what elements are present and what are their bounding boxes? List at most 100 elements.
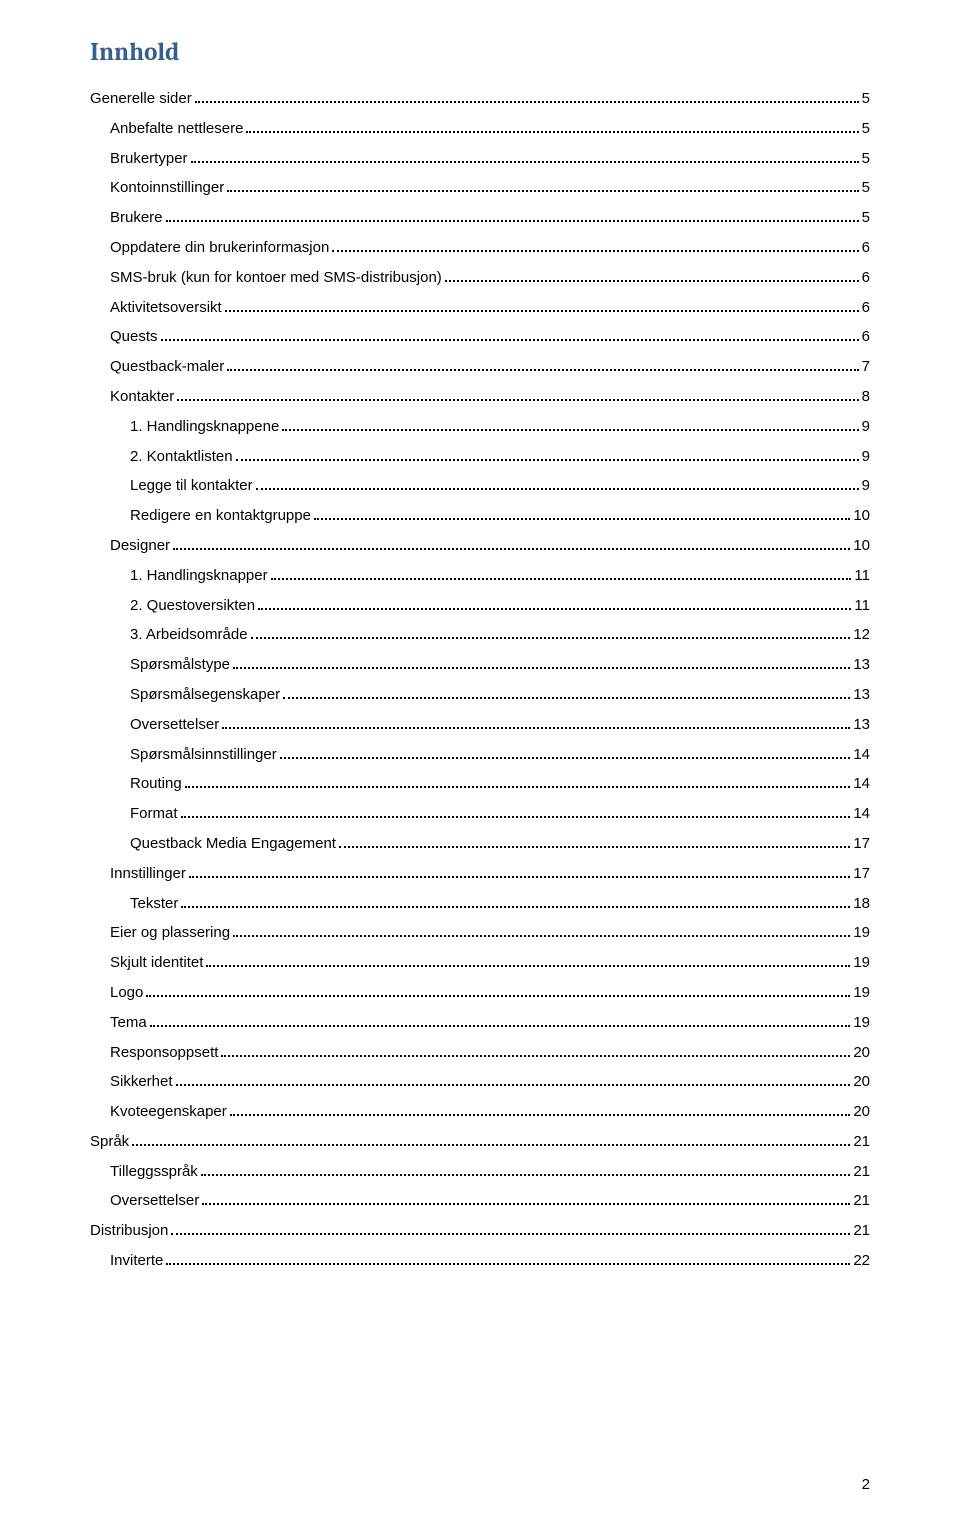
toc-leader-dots — [271, 569, 852, 580]
toc-entry[interactable]: Språk21 — [90, 1134, 870, 1149]
toc-entry[interactable]: Designer10 — [90, 538, 870, 553]
toc-entry-page: 9 — [862, 449, 870, 464]
toc-entry-label: Kontoinnstillinger — [110, 180, 224, 195]
toc-leader-dots — [202, 1194, 850, 1205]
toc-entry[interactable]: Oppdatere din brukerinformasjon6 — [90, 240, 870, 255]
toc-entry-label: Generelle sider — [90, 91, 192, 106]
toc-entry[interactable]: Distribusjon21 — [90, 1223, 870, 1238]
toc-entry[interactable]: 1. Handlingsknapper 11 — [90, 568, 870, 583]
toc-entry[interactable]: Questback-maler7 — [90, 359, 870, 374]
toc-entry[interactable]: Kvoteegenskaper 20 — [90, 1104, 870, 1119]
toc-leader-dots — [256, 479, 859, 490]
toc-entry-page: 18 — [853, 896, 870, 911]
toc-entry[interactable]: Inviterte22 — [90, 1253, 870, 1268]
toc-entry[interactable]: Oversettelser13 — [90, 717, 870, 732]
toc-entry-page: 11 — [854, 568, 870, 583]
toc-entry-label: SMS-bruk (kun for kontoer med SMS-distri… — [110, 270, 442, 285]
toc-entry[interactable]: Format14 — [90, 806, 870, 821]
toc-entry[interactable]: Kontakter8 — [90, 389, 870, 404]
toc-entry[interactable]: Logo19 — [90, 985, 870, 1000]
toc-leader-dots — [166, 1254, 850, 1265]
toc-leader-dots — [225, 300, 859, 311]
toc-leader-dots — [181, 807, 851, 818]
toc-entry-label: 1. Handlingsknapper — [130, 568, 268, 583]
toc-leader-dots — [221, 1045, 850, 1056]
toc-entry-page: 6 — [862, 329, 870, 344]
toc-entry[interactable]: Routing 14 — [90, 776, 870, 791]
toc-entry-page: 14 — [853, 747, 870, 762]
toc-entry[interactable]: 3. Arbeidsområde12 — [90, 627, 870, 642]
toc-entry-label: Eier og plassering — [110, 925, 230, 940]
toc-entry-label: 2. Questoversikten — [130, 598, 255, 613]
toc-entry[interactable]: Innstillinger17 — [90, 866, 870, 881]
toc-entry[interactable]: Aktivitetsoversikt6 — [90, 300, 870, 315]
toc-entry[interactable]: Tema19 — [90, 1015, 870, 1030]
toc-leader-dots — [176, 1075, 851, 1086]
toc-entry[interactable]: 2. Kontaktlisten9 — [90, 449, 870, 464]
toc-entry[interactable]: Questback Media Engagement17 — [90, 836, 870, 851]
toc-entry-page: 7 — [862, 359, 870, 374]
toc-entry-label: Legge til kontakter — [130, 478, 253, 493]
toc-entry[interactable]: Tekster18 — [90, 896, 870, 911]
toc-entry[interactable]: Spørsmålsinnstillinger 14 — [90, 747, 870, 762]
toc-entry-label: Logo — [110, 985, 143, 1000]
toc-entry-label: Sikkerhet — [110, 1074, 173, 1089]
toc-entry-label: Questback Media Engagement — [130, 836, 336, 851]
toc-entry-page: 9 — [862, 478, 870, 493]
toc-entry-page: 17 — [853, 866, 870, 881]
toc-entry-page: 14 — [853, 776, 870, 791]
toc-entry[interactable]: Redigere en kontaktgruppe10 — [90, 508, 870, 523]
toc-entry-label: Routing — [130, 776, 182, 791]
toc-entry-page: 13 — [853, 687, 870, 702]
toc-leader-dots — [195, 92, 859, 103]
toc-entry[interactable]: Oversettelser21 — [90, 1193, 870, 1208]
toc-entry[interactable]: Skjult identitet19 — [90, 955, 870, 970]
toc-entry-page: 21 — [853, 1223, 870, 1238]
toc-entry-label: Oversettelser — [130, 717, 219, 732]
toc-leader-dots — [246, 122, 858, 133]
toc-leader-dots — [132, 1135, 850, 1146]
toc-entry-label: Skjult identitet — [110, 955, 203, 970]
toc-entry-page: 21 — [853, 1134, 870, 1149]
toc-entry-page: 10 — [853, 508, 870, 523]
toc-entry-label: Tilleggsspråk — [110, 1164, 198, 1179]
toc-leader-dots — [185, 777, 851, 788]
toc-leader-dots — [171, 1224, 850, 1235]
toc-leader-dots — [150, 1015, 851, 1026]
toc-entry[interactable]: Tilleggsspråk 21 — [90, 1164, 870, 1179]
toc-entry[interactable]: Eier og plassering 19 — [90, 925, 870, 940]
toc-entry-page: 5 — [862, 91, 870, 106]
toc-entry[interactable]: 2. Questoversikten 11 — [90, 598, 870, 613]
toc-entry[interactable]: Generelle sider 5 — [90, 91, 870, 106]
toc-entry[interactable]: Anbefalte nettlesere5 — [90, 121, 870, 136]
toc-entry[interactable]: Kontoinnstillinger5 — [90, 180, 870, 195]
toc-entry[interactable]: Legge til kontakter 9 — [90, 478, 870, 493]
toc-entry-label: Format — [130, 806, 178, 821]
toc-entry[interactable]: Brukertyper5 — [90, 151, 870, 166]
toc-entry-label: Brukere — [110, 210, 163, 225]
toc-entry-page: 11 — [854, 598, 870, 613]
toc-entry[interactable]: Spørsmålsegenskaper13 — [90, 687, 870, 702]
toc-entry-page: 19 — [853, 925, 870, 940]
toc-entry-page: 12 — [853, 627, 870, 642]
toc-entry[interactable]: Brukere5 — [90, 210, 870, 225]
toc-entry-page: 20 — [853, 1104, 870, 1119]
toc-leader-dots — [339, 837, 850, 848]
toc-leader-dots — [146, 986, 850, 997]
toc-leader-dots — [314, 509, 850, 520]
toc-entry[interactable]: Responsoppsett20 — [90, 1045, 870, 1060]
toc-entry[interactable]: Spørsmålstype13 — [90, 657, 870, 672]
toc-leader-dots — [233, 926, 850, 937]
toc-entry-label: Spørsmålstype — [130, 657, 230, 672]
toc-entry-label: Spørsmålsinnstillinger — [130, 747, 277, 762]
toc-entry-label: Kvoteegenskaper — [110, 1104, 227, 1119]
toc-leader-dots — [191, 151, 859, 162]
toc-entry[interactable]: 1. Handlingsknappene9 — [90, 419, 870, 434]
toc-entry[interactable]: Sikkerhet20 — [90, 1074, 870, 1089]
toc-entry[interactable]: SMS-bruk (kun for kontoer med SMS-distri… — [90, 270, 870, 285]
toc-entry-page: 21 — [853, 1193, 870, 1208]
toc-entry[interactable]: Quests6 — [90, 329, 870, 344]
toc-entry-page: 21 — [853, 1164, 870, 1179]
toc-leader-dots — [230, 1105, 851, 1116]
toc-entry-label: Inviterte — [110, 1253, 163, 1268]
